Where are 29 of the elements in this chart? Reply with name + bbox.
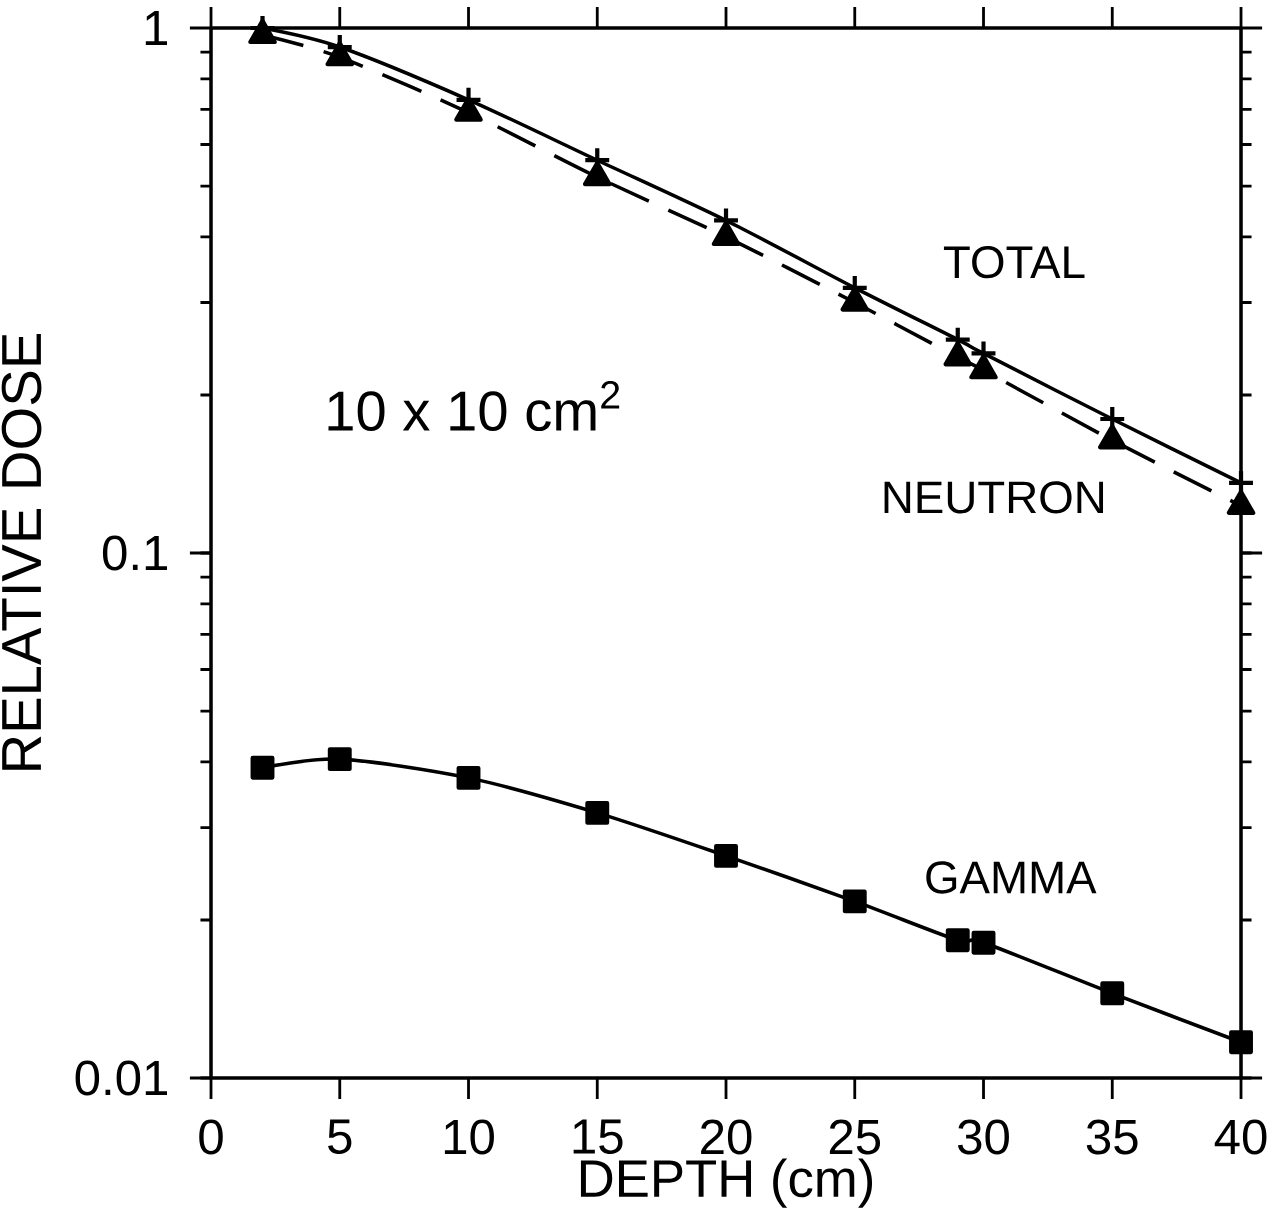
point — [714, 843, 738, 868]
point — [585, 800, 610, 825]
series-label: NEUTRON — [884, 481, 1104, 514]
x-tick-label: 20 — [701, 1119, 752, 1155]
point — [1229, 470, 1253, 495]
point — [945, 928, 970, 953]
point — [1229, 1030, 1253, 1055]
series-label: GAMMA — [926, 861, 1097, 894]
point — [971, 930, 996, 955]
point — [456, 765, 481, 790]
x-tick-label: 15 — [573, 1119, 623, 1154]
point — [842, 889, 867, 914]
x-tick-label: 0 — [199, 1119, 223, 1155]
x-tick-label: 30 — [958, 1119, 1009, 1155]
point — [250, 755, 275, 780]
x-tick-label: 25 — [829, 1119, 881, 1155]
y-tick-label: 0.1 — [102, 535, 168, 571]
x-axis-title: DEPTH (cm) — [580, 1158, 873, 1208]
point — [1100, 981, 1125, 1006]
y-tick-label: 0.01 — [75, 1060, 168, 1096]
y-axis-title: RELATIVE DOSE — [1, 334, 42, 770]
x-tick-label: 10 — [444, 1119, 494, 1155]
series-label: TOTAL — [943, 245, 1085, 279]
y-tick-label: 1 — [145, 11, 168, 45]
x-tick-label: 40 — [1214, 1119, 1267, 1155]
point — [327, 747, 352, 772]
x-tick-label: 35 — [1086, 1119, 1138, 1155]
x-tick-label: 5 — [328, 1119, 352, 1154]
annotation: 10 x 10 cm$^{2}$ — [328, 380, 620, 432]
